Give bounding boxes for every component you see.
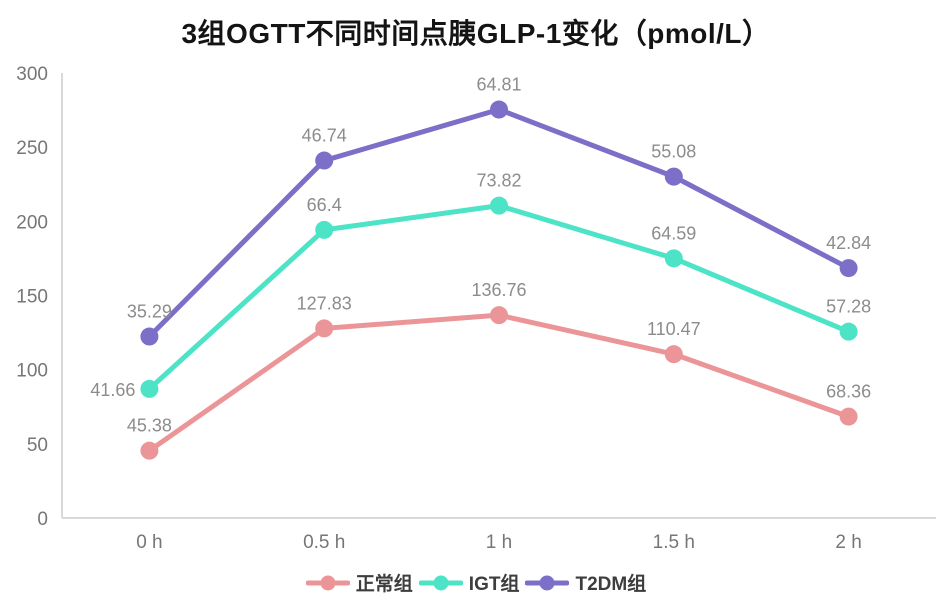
data-point-T2DM组-1[interactable]: [315, 151, 334, 170]
legend-item-T2DM组[interactable]: T2DM组: [525, 569, 646, 596]
y-tick-label-300: 300: [16, 64, 48, 85]
data-point-IGT组-2[interactable]: [490, 196, 508, 215]
data-point-正常组-0[interactable]: [140, 441, 159, 460]
data-point-正常组-1[interactable]: [315, 319, 334, 338]
data-point-label-IGT组-1: 66.4: [307, 195, 342, 215]
data-point-label-正常组-3: 110.47: [647, 319, 701, 339]
data-point-IGT组-0[interactable]: [140, 379, 159, 398]
legend-label-T2DM组: T2DM组: [575, 574, 647, 595]
data-point-label-正常组-1: 127.83: [297, 293, 352, 313]
data-point-IGT组-3[interactable]: [664, 249, 683, 268]
data-point-label-IGT组-2: 73.82: [476, 171, 521, 191]
data-point-正常组-3[interactable]: [664, 345, 683, 364]
data-point-label-T2DM组-2: 64.81: [476, 75, 521, 95]
data-point-T2DM组-0[interactable]: [140, 327, 159, 346]
data-point-正常组-4[interactable]: [839, 407, 858, 426]
data-point-label-正常组-4: 68.36: [826, 382, 871, 402]
data-point-T2DM组-4[interactable]: [839, 259, 858, 278]
data-point-label-T2DM组-4: 42.84: [826, 233, 871, 253]
legend-label-IGT组: IGT组: [468, 574, 520, 595]
data-point-T2DM组-3[interactable]: [664, 167, 683, 186]
y-tick-label-100: 100: [16, 361, 48, 382]
y-tick-label-200: 200: [16, 212, 48, 233]
y-tick-label-150: 150: [16, 287, 48, 308]
legend-marker-icon: [305, 575, 350, 590]
y-tick-label-0: 0: [37, 509, 48, 530]
legend-label-正常组: 正常组: [355, 574, 413, 595]
x-category-label-3: 1.5 h: [653, 532, 695, 553]
x-category-label-1: 0.5 h: [303, 532, 345, 553]
x-category-label-4: 2 h: [835, 532, 861, 553]
chart-title: 3组OGTT不同时间点胰GLP-1变化（pmol/L）: [181, 18, 771, 49]
data-point-T2DM组-2[interactable]: [490, 100, 508, 119]
series-line-T2DM组[interactable]: [146, 107, 852, 340]
y-tick-label-250: 250: [16, 138, 48, 159]
data-point-label-T2DM组-3: 55.08: [651, 142, 696, 162]
x-category-label-2: 1 h: [486, 532, 512, 553]
data-point-IGT组-4[interactable]: [839, 322, 858, 341]
data-point-label-IGT组-0: 41.66: [90, 380, 135, 400]
chart-legend: 正常组 IGT组 T2DM组: [0, 569, 952, 596]
data-point-label-正常组-0: 45.38: [127, 416, 172, 436]
series-line-正常组[interactable]: [146, 312, 852, 454]
data-point-label-正常组-2: 136.76: [471, 280, 526, 300]
legend-item-IGT组[interactable]: IGT组: [418, 569, 520, 596]
data-point-label-T2DM组-0: 35.29: [127, 302, 172, 322]
y-tick-label-50: 50: [27, 435, 48, 456]
legend-marker-icon: [525, 575, 570, 590]
legend-item-正常组[interactable]: 正常组: [305, 569, 413, 596]
x-category-label-0: 0 h: [136, 532, 162, 553]
data-point-IGT组-1[interactable]: [315, 220, 334, 239]
data-point-label-IGT组-3: 64.59: [651, 223, 696, 243]
data-point-label-IGT组-4: 57.28: [826, 297, 871, 317]
data-point-label-T2DM组-1: 46.74: [302, 126, 347, 146]
data-point-正常组-2[interactable]: [490, 306, 508, 325]
legend-marker-icon: [418, 575, 463, 590]
